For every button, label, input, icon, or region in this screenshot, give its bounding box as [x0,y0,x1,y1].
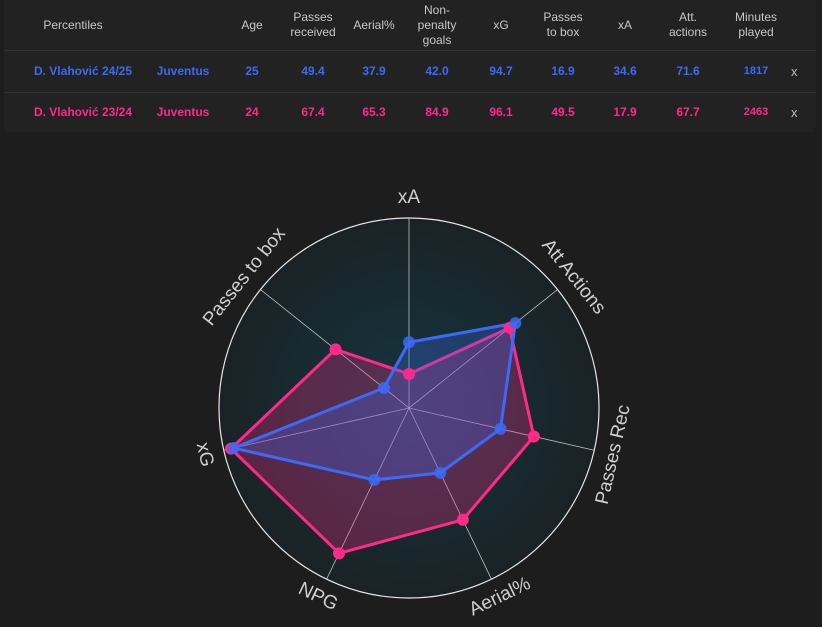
passes-received-value: 67.4 [301,105,325,119]
radar-spoke [408,407,492,580]
age-value: 24 [245,105,259,119]
header-att-actions: Att. actions [668,10,708,39]
age-value: 25 [245,64,259,78]
radar-spoke [408,289,558,409]
player-name[interactable]: D. Vlahović 24/25 [33,64,133,78]
passes-received-value: 49.4 [301,64,325,78]
passes-to-box-value: 16.9 [551,64,575,78]
series-point[interactable] [494,422,507,435]
series-point[interactable] [456,513,469,526]
remove-row-button[interactable]: x [791,64,798,79]
xg-value: 94.7 [489,64,513,78]
npg-value: 42.0 [425,64,449,78]
xa-value: 17.9 [613,105,637,119]
series-area-1 [232,321,517,482]
team-name: Juventus [156,64,210,78]
header-passes-received: Passes received [290,10,336,39]
header-passes-to-box: Passes to box [543,10,583,39]
series-point[interactable] [434,466,447,479]
series-point[interactable] [368,473,381,486]
xa-value: 34.6 [613,64,637,78]
xg-value: 96.1 [489,105,513,119]
series-point[interactable] [227,442,240,455]
series-point[interactable] [403,336,415,349]
header-npg: Non- penalty goals [417,2,457,47]
aerial-value: 37.9 [362,64,386,78]
series-point[interactable] [527,430,540,443]
series-point[interactable] [377,381,390,394]
header-percentiles: Percentiles [43,17,103,32]
radar-spoke [223,407,410,451]
axis-label: NPG [295,578,341,615]
radar-series [224,317,540,560]
passes-to-box-value: 49.5 [551,105,575,119]
att-actions-value: 71.6 [676,64,700,78]
header-age: Age [241,17,263,32]
npg-value: 84.9 [425,105,449,119]
series-point[interactable] [403,367,415,380]
header-minutes: Minutes played [734,10,778,39]
aerial-value: 65.3 [362,105,386,119]
axis-label: xG [192,440,218,468]
axis-label: xA [398,187,421,208]
minutes-value: 1817 [743,65,769,77]
player-name[interactable]: D. Vlahović 23/24 [33,105,133,119]
row-divider [4,92,816,93]
team-name: Juventus [156,105,210,119]
header-aerial: Aerial% [353,17,395,32]
series-point[interactable] [509,317,522,330]
row-divider [4,50,816,51]
header-xg: xG [493,17,509,32]
series-point[interactable] [329,343,342,356]
att-actions-value: 67.7 [676,105,700,119]
remove-row-button[interactable]: x [791,105,798,120]
comparison-table: Percentiles Age Passes received Aerial% … [4,0,816,132]
header-xa: xA [617,17,632,32]
minutes-value: 2463 [743,106,769,118]
series-point[interactable] [333,547,346,560]
